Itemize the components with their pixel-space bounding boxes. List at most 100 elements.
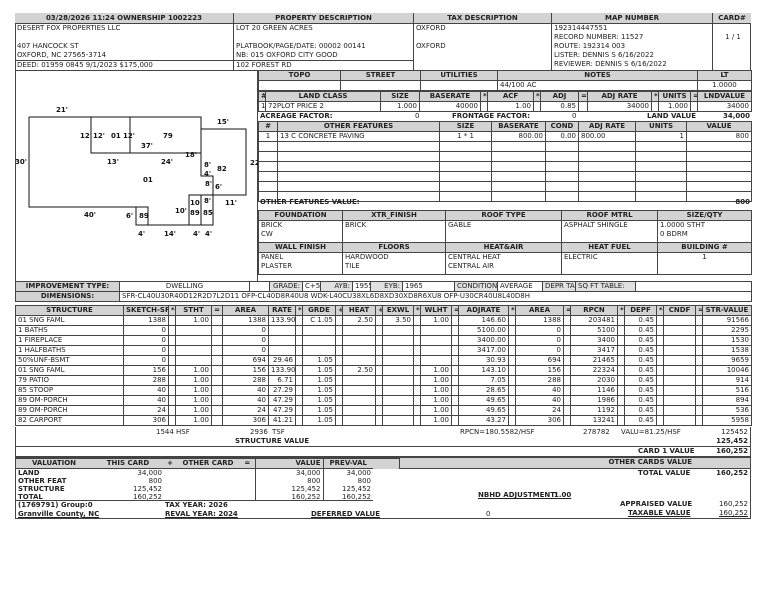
cell: [277, 141, 440, 152]
valuation-cell: [240, 477, 255, 485]
column-header: FOUNDATION: [258, 210, 343, 221]
hsf-label: HSF: [176, 428, 190, 436]
cell: [439, 181, 492, 192]
tax-year: TAX YEAR: 2026: [165, 501, 228, 509]
cell: [375, 375, 383, 386]
cell: [211, 355, 223, 366]
cell: [382, 375, 414, 386]
land-row: 1 72PLOT PRICE 2 1.000 40000 1.00 0.85 34000 1.…: [258, 101, 752, 112]
cell: [335, 335, 343, 346]
tax-block: TAX DESCRIPTION OXFORD OXFORD: [414, 13, 552, 71]
column-header: EXWL: [382, 305, 414, 316]
cell: 306: [515, 415, 564, 426]
cell: 43.27: [458, 415, 509, 426]
cell: 6.71: [268, 375, 296, 386]
eyb-value: 1965: [402, 281, 455, 292]
cell: 0: [515, 335, 564, 346]
column-header: UNITS: [658, 91, 691, 102]
features-table-wrap: # OTHER FEATURES SIZE BASERATE COND ADJ RATE U…: [258, 121, 752, 202]
cell: 0: [222, 325, 269, 336]
column-header: UNITS: [635, 121, 687, 132]
cell: [413, 395, 421, 406]
cell: [656, 315, 664, 326]
taxable-value: 160,252: [719, 509, 748, 517]
cell: [168, 335, 176, 346]
sketch-label: 89: [190, 209, 200, 217]
sketch-label: 79: [163, 132, 173, 140]
tax-line: [414, 33, 551, 42]
valuation-header-row: VALUATION THIS CARD + OTHER CARD = VALUE PREV-…: [16, 458, 373, 469]
building-value: BRICK: [261, 221, 283, 230]
site-table: TOPO STREET UTILITIES NOTES LT 44/100 AC 1.000…: [258, 70, 752, 91]
valuation-cell: [176, 469, 240, 478]
cell: [295, 405, 303, 416]
cell: [635, 141, 687, 152]
valuation-cell: [176, 485, 240, 493]
county-link[interactable]: Granville County, NC: [18, 510, 100, 518]
cell: 0: [123, 345, 169, 356]
eyb-label: EYB:: [370, 281, 403, 292]
sketch-section-01: [90, 117, 201, 154]
cell: [508, 355, 516, 366]
valuation-cell: STRUCTURE: [18, 485, 65, 493]
cell: [617, 395, 625, 406]
cell: [578, 161, 636, 172]
map-line: REVIEWER: DENNIS S 6/16/2022: [554, 60, 667, 68]
cell: [451, 395, 459, 406]
cell: [375, 365, 383, 376]
cell: [211, 415, 223, 426]
cell: 50%UNF-BSMT: [15, 355, 124, 366]
cell: [420, 345, 452, 356]
improvement-table: IMPROVEMENT TYPE: DWELLING GRADE: C+5 AY…: [15, 281, 752, 302]
cell: 1.00: [420, 405, 452, 416]
column-header: *: [413, 305, 421, 316]
column-header: =: [695, 305, 703, 316]
cell: [491, 151, 546, 162]
hsf-value: 1544: [156, 428, 174, 436]
cell: 40: [222, 395, 269, 406]
cell: [175, 345, 212, 356]
cell: 40: [222, 385, 269, 396]
cell: [413, 385, 421, 396]
cell: [635, 171, 687, 182]
column-header: ADJ: [540, 91, 579, 102]
cell: 01 SNG FAML: [15, 315, 124, 326]
cell: [375, 325, 383, 336]
valuation-row: OTHER FEAT 800 800 800: [16, 477, 373, 485]
sketch-label: 4': [204, 170, 211, 178]
cell: 1.00: [175, 405, 212, 416]
cell: [302, 335, 336, 346]
cell: 1388: [222, 315, 269, 326]
cell: [413, 355, 421, 366]
cell: 0.45: [624, 385, 657, 396]
cell: [268, 325, 296, 336]
cell: 1986: [570, 395, 618, 406]
property-line: 102 FOREST RD: [234, 60, 413, 69]
valuation-cell: 34,000: [137, 469, 163, 477]
structure-value-label: STRUCTURE VALUE: [235, 437, 310, 445]
cell: [168, 315, 176, 326]
cell: [211, 325, 223, 336]
cell: [617, 335, 625, 346]
site-cell: 44/100 AC: [497, 80, 698, 91]
cell: 7.05: [458, 375, 509, 386]
cell: 288: [123, 375, 169, 386]
cell: 2030: [570, 375, 618, 386]
sketch-label: 89: [139, 212, 149, 220]
cell: [302, 325, 336, 336]
column-header: *: [617, 305, 625, 316]
header-filler: [373, 458, 400, 469]
building-header-row: FOUNDATION XTR_FINISH ROOF TYPE ROOF MTRL SI…: [258, 210, 752, 221]
column-header: WLHT: [420, 305, 452, 316]
cell: 9659: [702, 355, 752, 366]
cell: [382, 365, 414, 376]
building-value: 1.0000 STHT: [660, 221, 705, 230]
cell: [635, 181, 687, 192]
cell: [563, 325, 571, 336]
cell: 13 C CONCRETE PAVING: [277, 131, 440, 142]
cell: 0: [515, 345, 564, 356]
cell: [545, 151, 579, 162]
valuation-cell: 160,252: [254, 493, 323, 501]
cell: 0.00: [545, 131, 579, 142]
